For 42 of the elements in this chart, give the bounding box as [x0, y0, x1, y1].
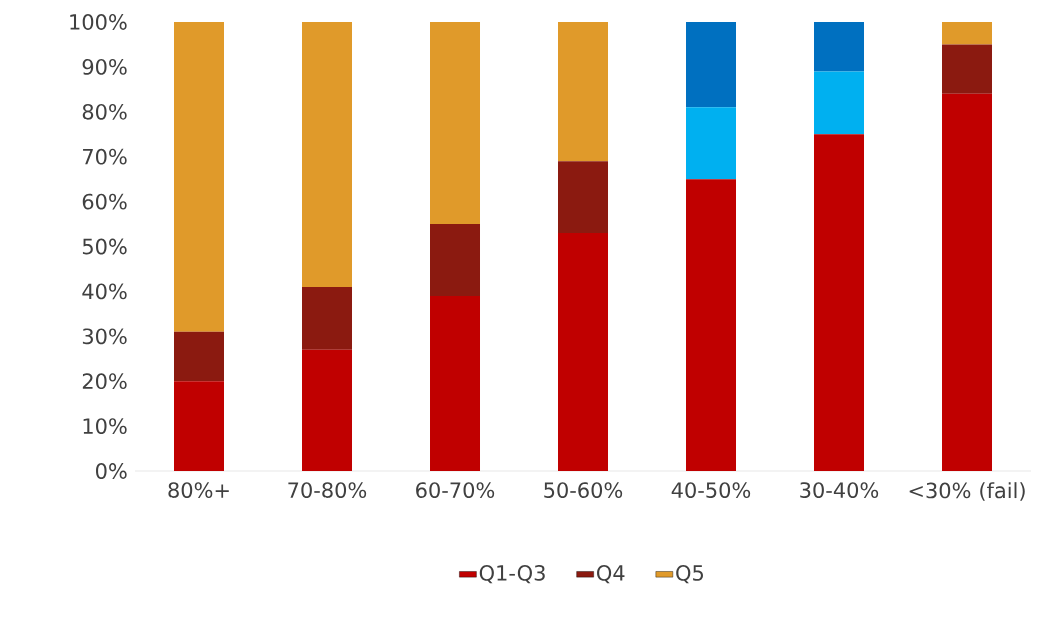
bar	[302, 349, 352, 471]
bar	[686, 107, 736, 180]
bar	[814, 134, 864, 471]
y-tick-label: 70%	[83, 148, 127, 165]
y-tick-label: 60%	[82, 193, 127, 210]
legend-label: Q5	[676, 564, 703, 584]
bar	[430, 21, 480, 225]
bar	[942, 21, 992, 45]
bar	[302, 286, 352, 350]
y-tick-label: 100%	[70, 14, 127, 30]
bar	[430, 224, 480, 296]
bar	[174, 21, 224, 332]
bar	[558, 21, 608, 162]
x-tick-label: 80%+	[168, 482, 229, 498]
bar	[814, 71, 864, 135]
legend-label: Q4	[597, 564, 625, 584]
x-tick-label: <30% (fail)	[909, 482, 1025, 501]
x-tick-label: 30-40%	[800, 482, 879, 498]
bar	[942, 44, 992, 94]
bar	[174, 381, 224, 471]
legend-label: Q1-Q3	[479, 564, 545, 584]
bar	[942, 93, 992, 471]
x-tick-label: 70-80%	[288, 482, 367, 498]
y-tick-label: 90%	[82, 58, 127, 75]
bar	[558, 161, 608, 234]
bar	[686, 21, 736, 108]
bar	[558, 233, 608, 471]
x-tick-label: 50-60%	[544, 482, 623, 498]
y-tick-label: 20%	[82, 373, 127, 390]
bar	[686, 179, 736, 471]
y-tick-label: 0%	[96, 463, 127, 479]
y-tick-label: 30%	[82, 328, 127, 345]
bar	[302, 21, 352, 287]
bar	[814, 21, 864, 72]
y-tick-label: 50%	[82, 238, 127, 255]
x-tick-label: 60-70%	[416, 482, 495, 498]
bar	[430, 295, 480, 471]
y-tick-label: 10%	[83, 418, 127, 435]
bar	[174, 331, 224, 382]
x-tick-label: 40-50%	[671, 482, 751, 498]
y-tick-label: 40%	[82, 283, 127, 300]
y-tick-label: 80%	[82, 103, 127, 120]
